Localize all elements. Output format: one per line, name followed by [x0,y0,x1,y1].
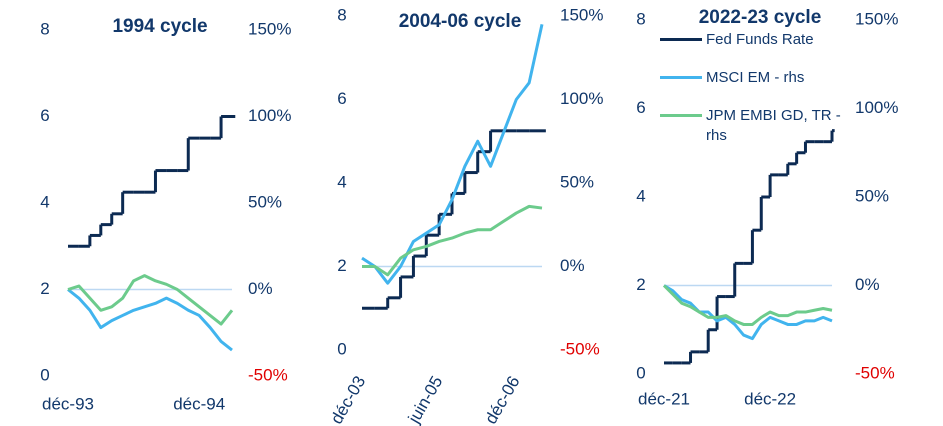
title: 2004-06 cycle [399,11,522,32]
y2-tick-label: 0% [855,275,880,294]
y-tick-label: 2 [337,256,346,275]
y2-tick-label: 0% [248,279,273,298]
legend-label: MSCI EM - rhs [706,69,805,86]
y2-tick-label: -50% [855,363,895,382]
series-line [663,284,833,341]
legend-swatch [660,76,702,79]
y-tick-label: 0 [636,363,645,382]
y-tick-label: 6 [40,106,49,125]
y2-tick-label: 50% [855,186,889,205]
y2-tick-label: 100% [855,98,898,117]
y2-tick-label: 100% [560,89,603,108]
y-tick-label: 8 [636,9,645,28]
y-tick-label: 6 [636,98,645,117]
series-line [67,288,233,352]
y2-tick-label: 50% [248,192,282,211]
x-tick-label: juin-05 [404,373,446,426]
y2-tick-label: -50% [248,365,288,384]
legend-swatch [660,114,702,117]
y2-tick-label: 0% [560,256,585,275]
y2-tick-label: 150% [855,9,898,28]
y2-tick-label: 150% [248,19,291,38]
x-tick-label: déc-03 [327,373,369,426]
series-line [662,284,833,326]
y-tick-label: 4 [40,192,49,211]
series-line [361,24,544,285]
y-tick-label: 4 [636,186,645,205]
x-tick-label: déc-93 [42,394,94,413]
x-tick-label: déc-22 [744,389,796,408]
y2-tick-label: 50% [560,172,594,191]
y-tick-label: 6 [337,89,346,108]
y-tick-label: 8 [337,5,346,24]
y-tick-label: 0 [40,365,49,384]
legend-item: MSCI EM - rhs [660,68,860,88]
legend-item: JPM EMBI GD, TR - rhs [660,106,860,146]
legend-label: JPM EMBI GD, TR - rhs [706,107,841,144]
y-tick-label: 4 [337,172,346,191]
series-line [362,204,543,277]
y-tick-label: 0 [337,339,346,358]
y2-tick-label: 150% [560,5,603,24]
y-tick-label: 2 [636,275,645,294]
title: 1994 cycle [112,16,207,37]
title: 2022-23 cycle [699,7,822,28]
legend-swatch [660,38,702,41]
y-tick-label: 2 [40,279,49,298]
legend-item: Fed Funds Rate [660,30,860,50]
y2-tick-label: 100% [248,106,291,125]
x-tick-label: déc-94 [173,394,225,413]
y-tick-label: 8 [40,19,49,38]
y2-tick-label: -50% [560,339,600,358]
x-tick-label: déc-06 [481,373,523,426]
legend: Fed Funds Rate MSCI EM - rhs JPM EMBI GD, … [660,30,860,164]
x-tick-label: déc-21 [638,389,690,408]
legend-label: Fed Funds Rate [706,31,814,48]
series-line [67,274,234,326]
